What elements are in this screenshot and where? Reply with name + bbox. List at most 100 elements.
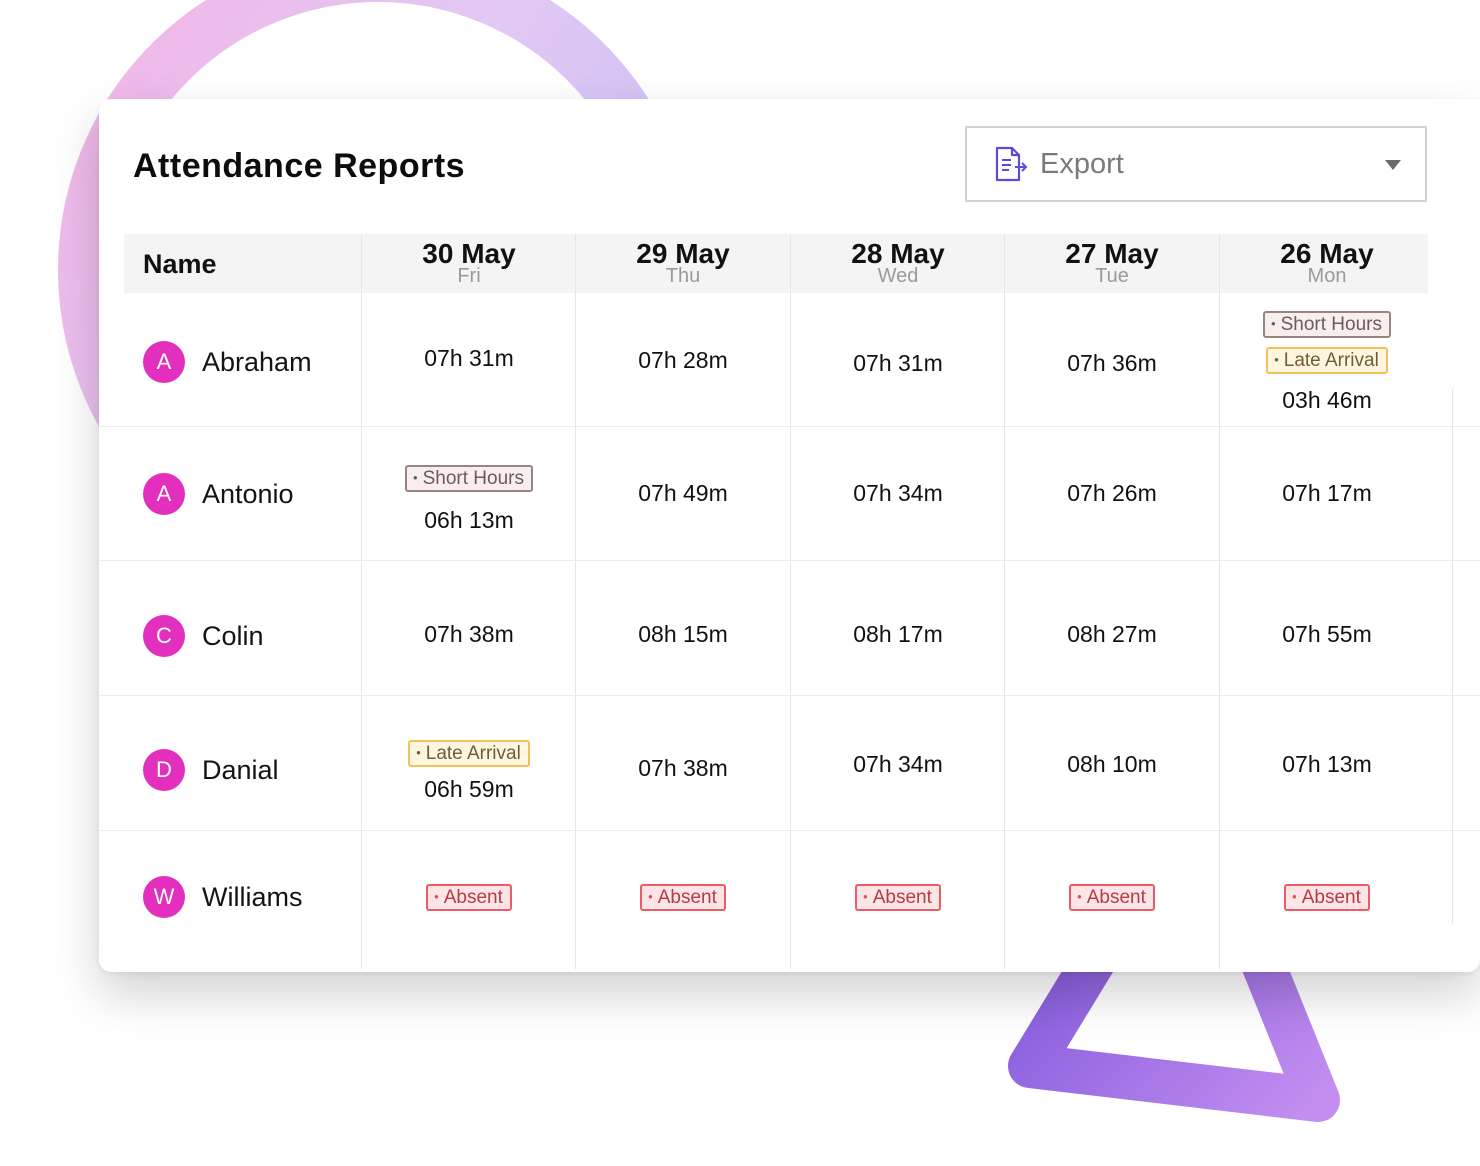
column-divider bbox=[575, 234, 576, 969]
absent-badge: Absent bbox=[855, 884, 941, 911]
attendance-cell[interactable]: Absent bbox=[1005, 884, 1219, 920]
employee-williams[interactable]: W Williams bbox=[143, 876, 303, 918]
column-divider bbox=[1219, 234, 1220, 969]
row-divider bbox=[99, 560, 1480, 561]
column-date: 28 May bbox=[851, 238, 945, 269]
employee-antonio[interactable]: A Antonio bbox=[143, 473, 294, 515]
hours-worked: 07h 34m bbox=[853, 480, 943, 506]
page-title: Attendance Reports bbox=[133, 147, 466, 185]
short-hours-badge: Short Hours bbox=[405, 465, 533, 492]
attendance-cell[interactable]: Absent bbox=[791, 884, 1005, 920]
attendance-cell[interactable]: 07h 17m bbox=[1220, 479, 1434, 507]
late-arrival-badge: Late Arrival bbox=[408, 740, 530, 767]
attendance-cell[interactable]: Short Hours 06h 13m bbox=[362, 465, 576, 534]
hours-worked: 07h 49m bbox=[638, 480, 728, 506]
hours-worked: 07h 17m bbox=[1282, 480, 1372, 506]
export-dropdown[interactable]: Export bbox=[965, 126, 1427, 202]
employee-name: Colin bbox=[202, 620, 264, 651]
hours-worked: 07h 36m bbox=[1067, 350, 1157, 376]
attendance-cell[interactable]: 07h 28m bbox=[576, 346, 790, 374]
attendance-cell[interactable]: 07h 26m bbox=[1005, 479, 1219, 507]
hours-worked: 08h 10m bbox=[1067, 751, 1157, 777]
absent-badge: Absent bbox=[640, 884, 726, 911]
hours-worked: 07h 26m bbox=[1067, 480, 1157, 506]
column-divider bbox=[1452, 389, 1453, 924]
attendance-report-card: Attendance Reports Export Name 30 May Fr… bbox=[99, 99, 1480, 972]
column-date: 30 May bbox=[422, 238, 516, 269]
hours-worked: 07h 13m bbox=[1282, 751, 1372, 777]
employee-name: Abraham bbox=[202, 346, 312, 377]
caret-down-icon[interactable] bbox=[1385, 160, 1401, 170]
absent-badge: Absent bbox=[426, 884, 512, 911]
attendance-cell[interactable]: 08h 27m bbox=[1005, 620, 1219, 648]
column-date: 26 May bbox=[1280, 238, 1374, 269]
hours-worked: 03h 46m bbox=[1282, 387, 1372, 413]
attendance-cell[interactable]: 07h 31m bbox=[362, 344, 576, 372]
hours-worked: 07h 34m bbox=[853, 751, 943, 777]
attendance-cell[interactable]: Late Arrival 06h 59m bbox=[362, 740, 576, 803]
attendance-cell[interactable]: 07h 13m bbox=[1220, 750, 1434, 778]
column-divider bbox=[361, 234, 362, 969]
column-date: 29 May bbox=[636, 238, 730, 269]
hours-worked: 07h 28m bbox=[638, 347, 728, 373]
avatar: W bbox=[143, 876, 185, 918]
attendance-cell[interactable]: 07h 38m bbox=[362, 620, 576, 648]
column-date: 27 May bbox=[1065, 238, 1159, 269]
short-hours-badge: Short Hours bbox=[1263, 311, 1391, 338]
row-divider bbox=[99, 426, 1480, 427]
column-header-26-may: 26 May Mon bbox=[1220, 238, 1434, 286]
hours-worked: 08h 17m bbox=[853, 621, 943, 647]
attendance-cell[interactable]: 07h 49m bbox=[576, 479, 790, 507]
column-divider bbox=[1004, 234, 1005, 969]
attendance-cell[interactable]: Absent bbox=[576, 884, 790, 920]
employee-name: Williams bbox=[202, 881, 303, 912]
table-header-background bbox=[124, 234, 1428, 293]
table-grid-lines bbox=[99, 99, 1480, 972]
employee-colin[interactable]: C Colin bbox=[143, 615, 264, 657]
attendance-cell[interactable]: 08h 17m bbox=[791, 620, 1005, 648]
hours-worked: 07h 38m bbox=[424, 621, 514, 647]
column-header-27-may: 27 May Tue bbox=[1005, 238, 1219, 286]
hours-worked: 06h 13m bbox=[424, 507, 514, 533]
column-weekday: Fri bbox=[457, 265, 481, 287]
row-divider bbox=[99, 695, 1480, 696]
attendance-cell[interactable]: Absent bbox=[1220, 884, 1434, 920]
attendance-cell[interactable]: 07h 55m bbox=[1220, 620, 1434, 648]
row-divider bbox=[99, 830, 1480, 831]
employee-name: Antonio bbox=[202, 478, 294, 509]
employee-danial[interactable]: D Danial bbox=[143, 749, 279, 791]
attendance-cell[interactable]: Absent bbox=[362, 884, 576, 920]
avatar: C bbox=[143, 615, 185, 657]
hours-worked: 07h 38m bbox=[638, 755, 728, 781]
column-weekday: Tue bbox=[1095, 265, 1129, 287]
attendance-cell[interactable]: Short Hours Late Arrival 03h 46m bbox=[1220, 311, 1434, 414]
late-arrival-badge: Late Arrival bbox=[1266, 347, 1388, 374]
attendance-cell[interactable]: 07h 34m bbox=[791, 479, 1005, 507]
hours-worked: 08h 15m bbox=[638, 621, 728, 647]
absent-badge: Absent bbox=[1069, 884, 1155, 911]
hours-worked: 08h 27m bbox=[1067, 621, 1157, 647]
attendance-cell[interactable]: 08h 10m bbox=[1005, 750, 1219, 778]
employee-name: Danial bbox=[202, 754, 279, 785]
column-weekday: Wed bbox=[877, 265, 919, 287]
attendance-cell[interactable]: 08h 15m bbox=[576, 620, 790, 648]
attendance-cell[interactable]: 07h 38m bbox=[576, 754, 790, 782]
column-weekday: Thu bbox=[665, 265, 701, 287]
name-column-header: Name bbox=[143, 249, 217, 279]
avatar: A bbox=[143, 341, 185, 383]
attendance-cell[interactable]: 07h 36m bbox=[1005, 349, 1219, 377]
avatar: A bbox=[143, 473, 185, 515]
column-weekday: Mon bbox=[1307, 265, 1347, 287]
hours-worked: 06h 59m bbox=[424, 776, 514, 802]
column-header-30-may: 30 May Fri bbox=[362, 238, 576, 286]
column-header-28-may: 28 May Wed bbox=[791, 238, 1005, 286]
column-header-29-may: 29 May Thu bbox=[576, 238, 790, 286]
attendance-cell[interactable]: 07h 34m bbox=[791, 750, 1005, 778]
employee-abraham[interactable]: A Abraham bbox=[143, 341, 312, 383]
attendance-cell[interactable]: 07h 31m bbox=[791, 349, 1005, 377]
absent-badge: Absent bbox=[1284, 884, 1370, 911]
document-export-icon bbox=[995, 146, 1028, 182]
column-divider bbox=[790, 234, 791, 969]
hours-worked: 07h 55m bbox=[1282, 621, 1372, 647]
avatar: D bbox=[143, 749, 185, 791]
